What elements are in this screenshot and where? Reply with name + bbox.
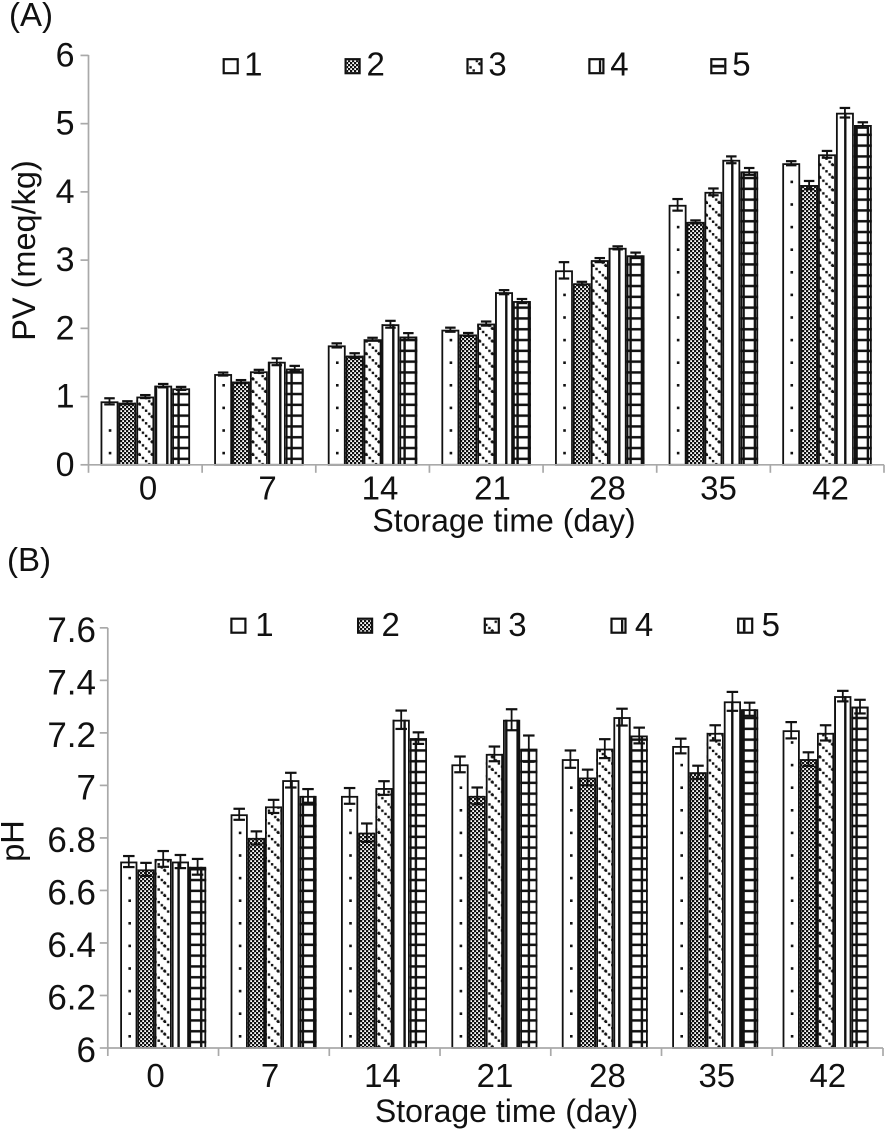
svg-text:4: 4 [635, 606, 653, 643]
svg-text:(A): (A) [9, 0, 53, 33]
svg-text:1: 1 [244, 46, 262, 83]
svg-text:Storage time (day): Storage time (day) [372, 503, 635, 539]
svg-text:42: 42 [812, 470, 849, 507]
svg-text:2: 2 [367, 46, 385, 83]
svg-text:6.8: 6.8 [47, 821, 96, 860]
svg-text:5: 5 [56, 105, 75, 143]
svg-text:35: 35 [700, 470, 737, 507]
svg-text:2: 2 [56, 309, 75, 347]
svg-text:1: 1 [255, 606, 273, 643]
svg-text:6: 6 [77, 1031, 96, 1070]
svg-text:42: 42 [809, 1057, 846, 1094]
svg-text:1: 1 [56, 378, 75, 416]
svg-text:28: 28 [589, 1057, 626, 1094]
svg-text:14: 14 [364, 1057, 401, 1094]
svg-text:3: 3 [56, 241, 75, 279]
svg-text:5: 5 [762, 606, 780, 643]
svg-text:0: 0 [56, 446, 75, 484]
svg-text:4: 4 [610, 46, 628, 83]
svg-text:PV (meq/kg): PV (meq/kg) [6, 160, 42, 341]
svg-text:21: 21 [477, 1057, 514, 1094]
svg-text:3: 3 [508, 606, 526, 643]
svg-text:7.6: 7.6 [47, 611, 96, 650]
svg-text:0: 0 [146, 1057, 164, 1094]
svg-text:pH: pH [0, 820, 31, 862]
svg-text:7: 7 [258, 470, 276, 507]
svg-text:7: 7 [261, 1057, 279, 1094]
svg-text:21: 21 [474, 470, 511, 507]
svg-text:0: 0 [139, 470, 157, 507]
svg-text:7.4: 7.4 [47, 663, 96, 702]
svg-text:2: 2 [382, 606, 400, 643]
svg-text:6.2: 6.2 [47, 978, 96, 1017]
svg-text:Storage time (day): Storage time (day) [375, 1093, 638, 1129]
svg-text:3: 3 [488, 46, 506, 83]
svg-text:5: 5 [732, 46, 750, 83]
svg-text:(B): (B) [7, 541, 51, 578]
svg-text:6.4: 6.4 [47, 926, 96, 965]
svg-text:14: 14 [362, 470, 399, 507]
svg-text:35: 35 [698, 1057, 735, 1094]
svg-text:4: 4 [56, 173, 75, 211]
svg-text:7.2: 7.2 [47, 716, 96, 755]
svg-text:28: 28 [589, 470, 626, 507]
svg-text:6.6: 6.6 [47, 873, 96, 912]
svg-text:6: 6 [56, 36, 75, 74]
svg-text:7: 7 [77, 768, 96, 807]
